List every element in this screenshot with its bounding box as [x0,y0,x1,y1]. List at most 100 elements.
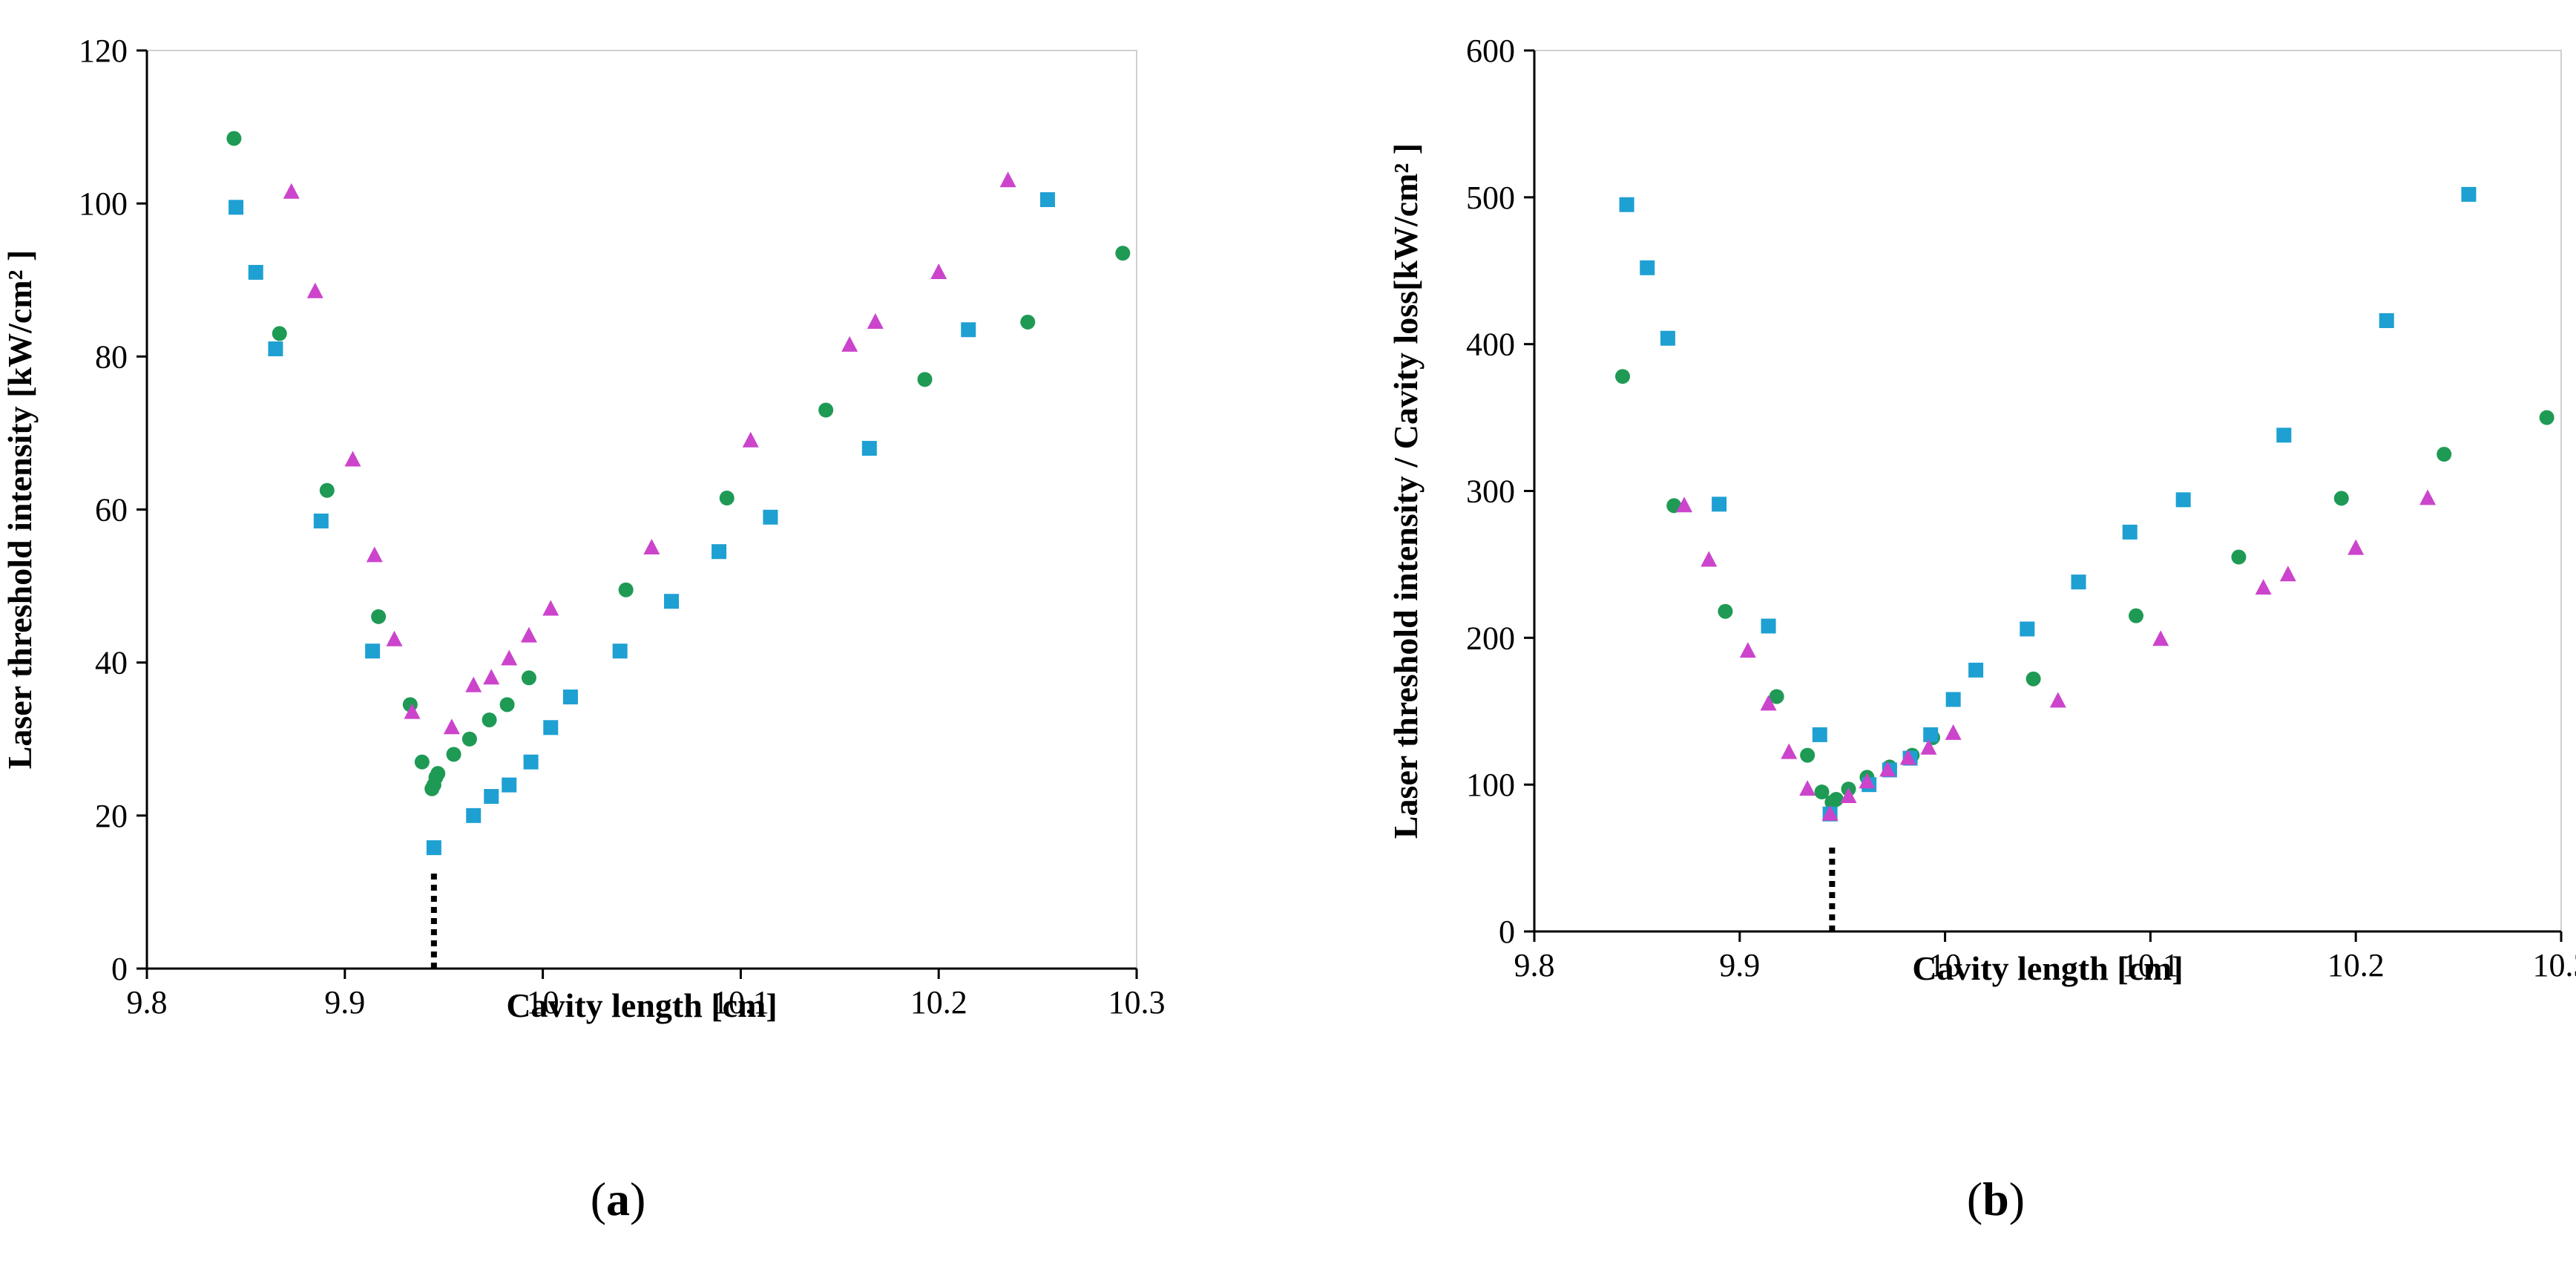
y-tick-label: 300 [1466,474,1515,510]
data-point-square [961,322,976,338]
data-point-circle [719,491,735,506]
x-tick-label: 10 [527,984,559,1021]
data-point-square [1761,618,1776,634]
series-blue-squares [229,192,1055,856]
data-point-circle [371,609,387,624]
series-magenta-triangles [283,171,1016,735]
data-point-circle [2539,410,2554,425]
x-tick-label: 10.2 [910,984,967,1021]
data-point-square [861,441,877,456]
data-point-triangle [542,600,559,616]
data-point-triangle [306,282,323,298]
data-point-triangle [999,171,1016,188]
y-tick-label: 0 [1499,914,1515,950]
data-point-circle [521,670,536,686]
data-point-square [612,643,628,659]
data-point-triangle [1760,695,1777,711]
data-point-square [2461,186,2477,202]
y-tick-label: 80 [95,338,128,375]
data-point-square [268,341,283,357]
data-point-square [1039,192,1055,208]
data-point-triangle [404,703,421,719]
data-point-triangle [1799,780,1816,796]
data-point-circle [2437,447,2452,462]
y-tick-label: 100 [79,186,128,222]
data-point-circle [1115,246,1131,261]
data-point-circle [618,582,634,597]
data-point-circle [319,482,335,498]
series-green-circles [226,131,1131,796]
data-point-square [2122,524,2138,540]
data-point-square [229,200,244,215]
data-point-square [712,544,727,560]
y-tick-label: 60 [95,492,128,528]
data-point-square [2020,621,2035,637]
x-tick-label: 10 [1929,947,1962,983]
x-tick-label: 10.1 [712,984,769,1021]
data-point-triangle [2152,630,2169,646]
data-point-triangle [1899,749,1916,765]
data-point-triangle [386,630,403,646]
data-point-square [664,594,680,609]
data-point-square [2071,574,2086,590]
data-point-circle [482,712,497,727]
series-magenta-triangles [1676,489,2437,821]
y-tick-label: 0 [111,951,128,987]
y-axis-label: Laser threshold intensity / Cavity loss[… [1387,143,1425,839]
data-point-square [1619,197,1634,212]
data-point-triangle [344,451,361,467]
panel-label-letter: a [606,1173,630,1225]
data-point-square [426,840,441,856]
chart-panel-a: 0 20 40 60 80 100 120 9.8 9.9 10 10.1 10.2 10.3 Cavit… [1,33,1166,1225]
plot-area-frame [1534,50,2562,932]
data-point-triangle [867,312,884,329]
x-axis-label: Cavity length [cm] [506,986,777,1024]
data-point-square [1945,692,1961,707]
data-point-square [562,690,578,705]
data-point-circle [272,326,287,341]
x-tick-label: 10.2 [2327,947,2385,983]
x-tick-label: 10.3 [2533,947,2576,983]
data-point-circle [1020,314,1036,330]
data-point-circle [2333,491,2349,506]
series-blue-squares [1619,186,2477,822]
y-tick-label: 400 [1466,327,1515,363]
data-point-triangle [465,676,482,692]
data-point-circle [1800,747,1816,763]
x-tick-label: 9.9 [324,984,365,1021]
data-point-triangle [1945,724,1962,740]
data-point-square [763,509,778,525]
data-point-square [2276,428,2292,443]
data-point-triangle [742,431,759,448]
y-axis-label: Laser threshold intensity [kW/cm² ] [1,250,39,770]
data-point-triangle [501,649,518,666]
data-point-triangle [841,335,858,352]
data-point-square [484,789,499,805]
data-point-circle [430,766,446,782]
data-point-triangle [2419,489,2437,505]
data-point-triangle [483,669,500,685]
data-point-triangle [2347,539,2365,555]
data-point-circle [1814,785,1830,800]
data-point-circle [1769,689,1784,704]
data-point-triangle [643,539,660,555]
panel-label: (b) [1967,1173,2025,1225]
data-point-square [1660,330,1675,346]
data-point-circle [2025,671,2041,687]
plot-area-frame [146,50,1137,969]
data-point-triangle [520,626,537,643]
data-point-circle [414,754,430,770]
data-point-square [1968,662,1984,678]
y-tick-label: 200 [1466,620,1515,656]
data-point-square [248,264,263,280]
data-point-circle [2129,608,2144,623]
data-point-triangle [1739,642,1756,658]
data-point-triangle [1676,497,1693,513]
data-point-triangle [1920,738,1937,755]
panel-label-open-paren: ( [1967,1173,1982,1225]
panel-label-letter: b [1982,1173,2009,1225]
y-tick-label: 40 [95,645,128,681]
data-point-triangle [1840,787,1857,803]
data-point-circle [1828,791,1844,807]
